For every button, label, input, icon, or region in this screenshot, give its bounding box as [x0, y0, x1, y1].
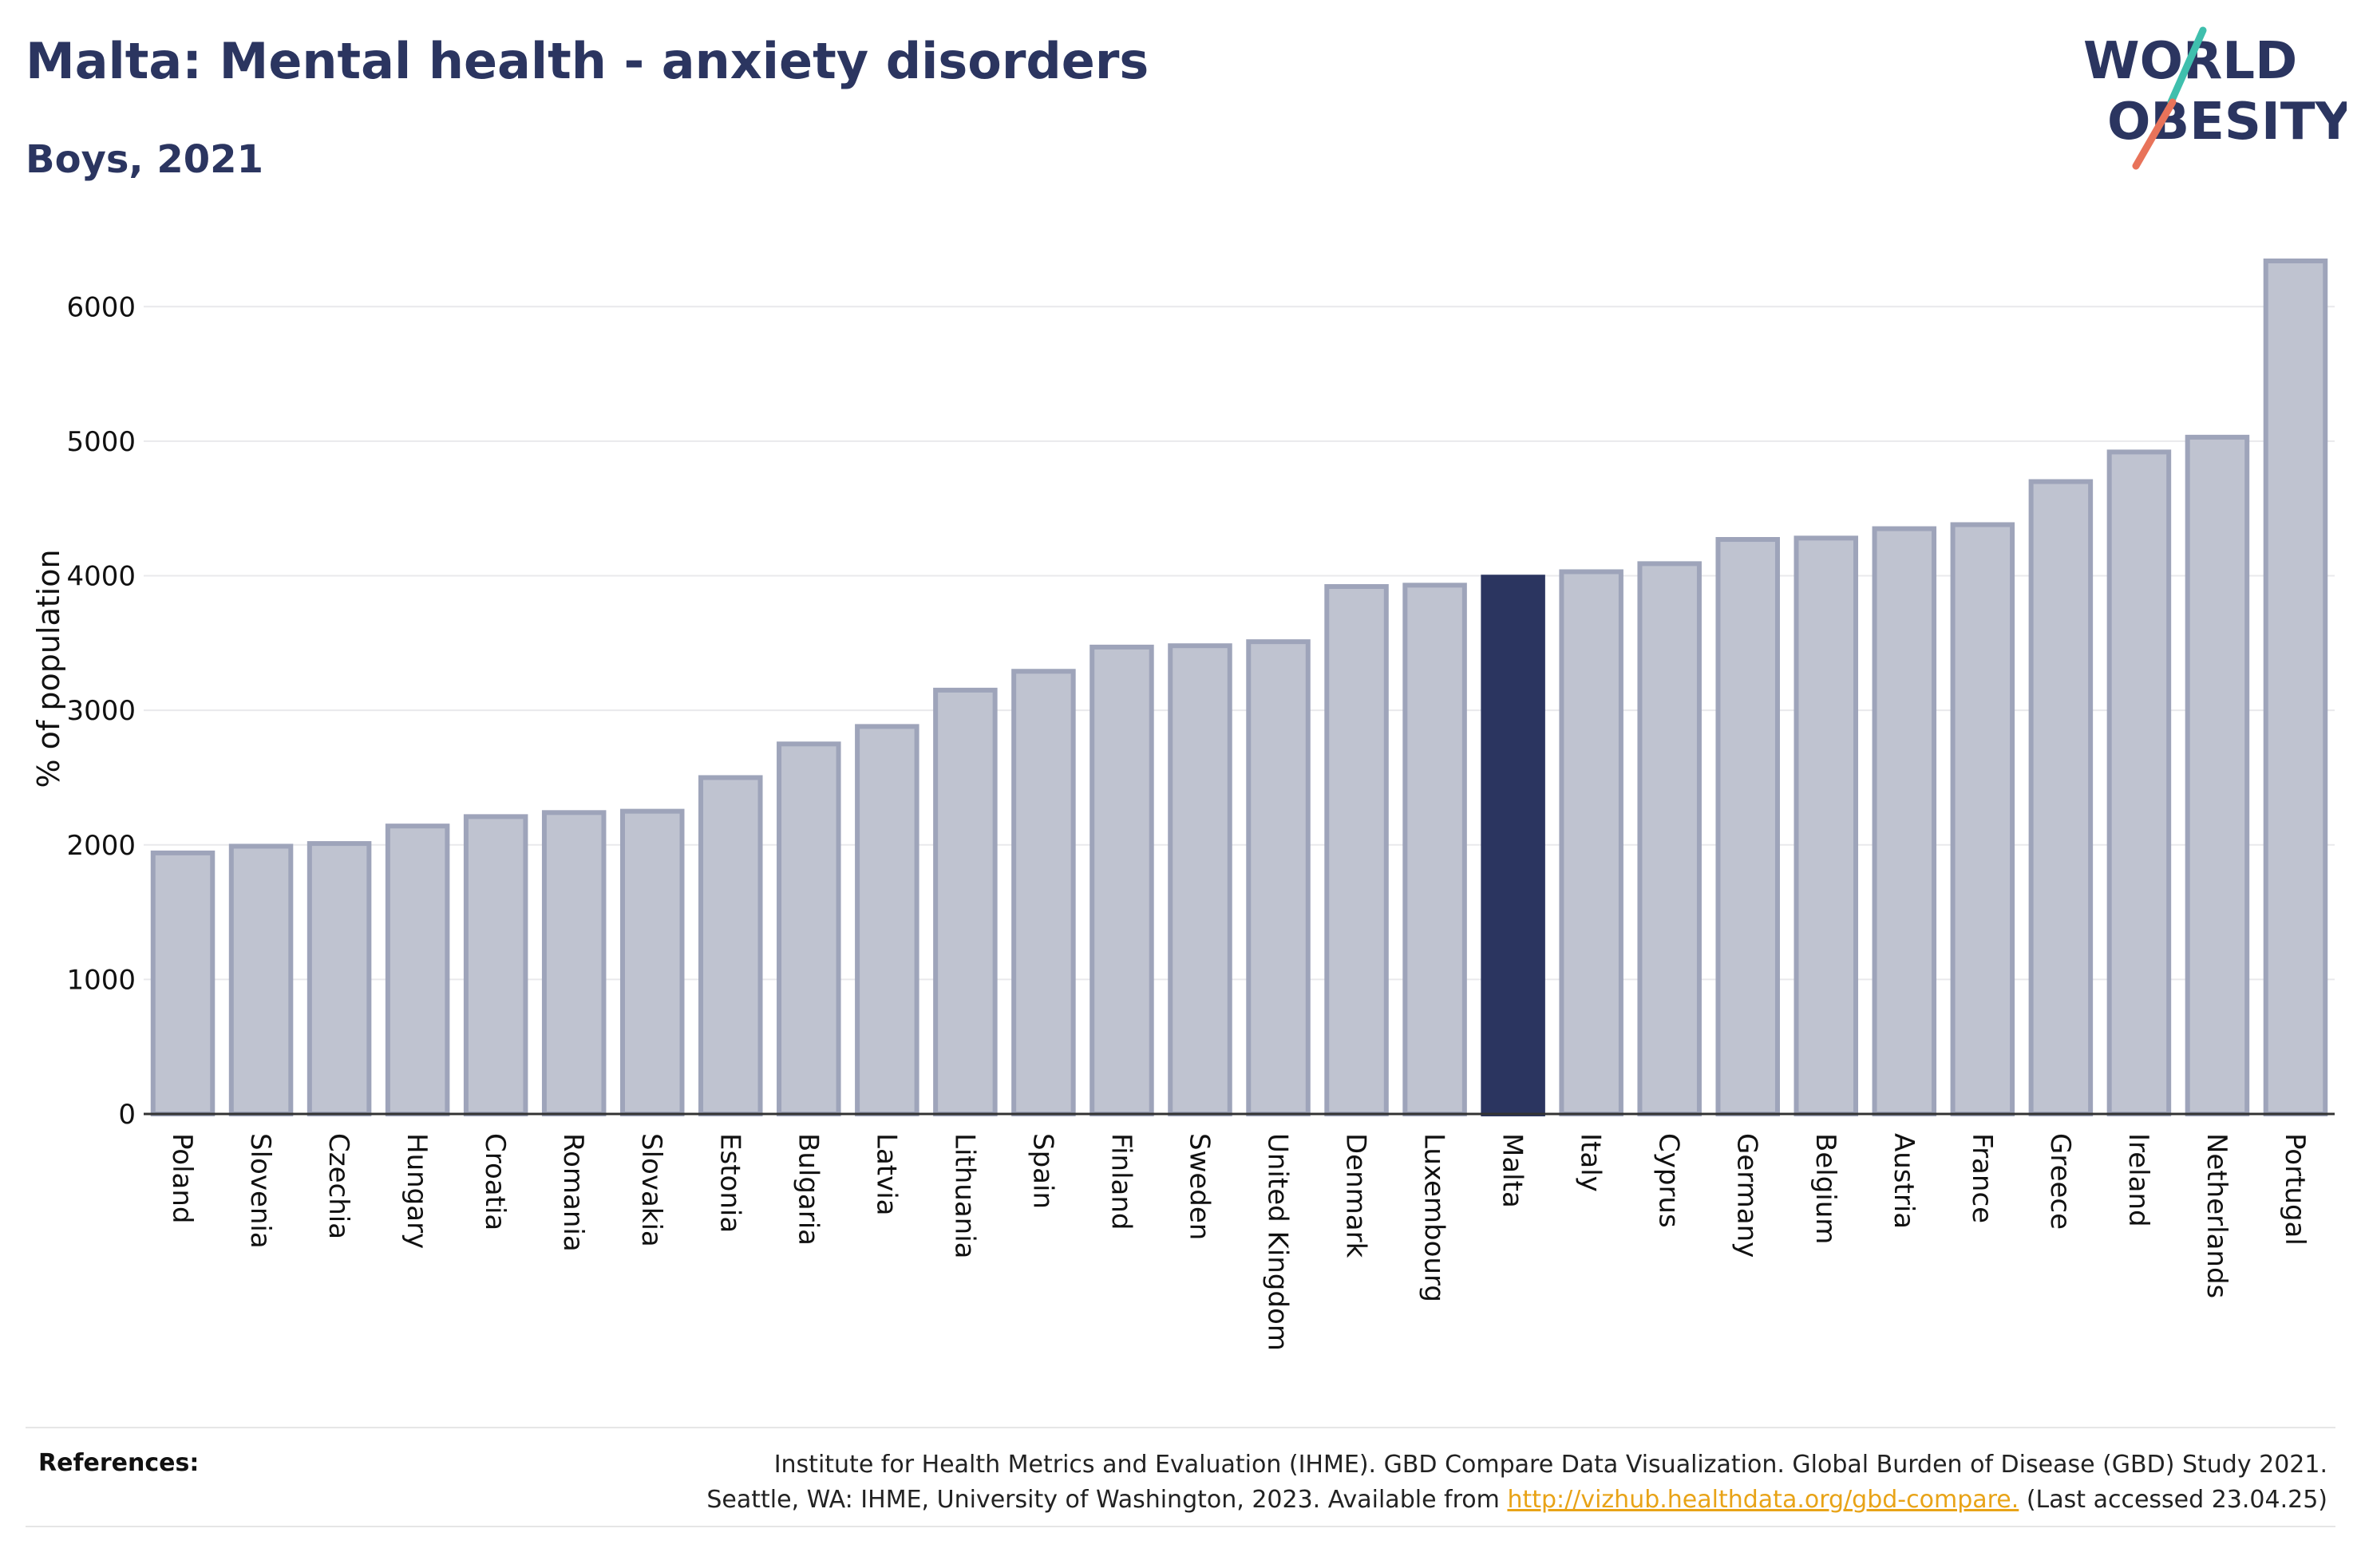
bar — [933, 687, 998, 1116]
x-tick-label: Croatia — [479, 1133, 511, 1230]
x-tick-label: Germany — [1731, 1133, 1763, 1258]
x-tick-label: Estonia — [714, 1133, 745, 1233]
bar-chart: 0 1000 2000 3000 4000 5000 6000 Poland Slovenia C… — [31, 258, 2335, 1351]
x-tick-label: Latvia — [870, 1133, 902, 1216]
bar — [1559, 569, 1623, 1116]
x-tick-label: Portugal — [2279, 1133, 2311, 1246]
bar — [619, 808, 685, 1116]
y-tick-label: 2000 — [66, 830, 136, 862]
bar — [1324, 584, 1389, 1116]
x-tick-label: Greece — [2044, 1133, 2076, 1230]
y-tick-label: 3000 — [66, 695, 136, 727]
references-label: References: — [38, 1449, 200, 1477]
bar — [1872, 526, 1937, 1116]
references-line-2: Seattle, WA: IHME, University of Washing… — [706, 1483, 2327, 1518]
x-tick-label: Poland — [166, 1133, 198, 1224]
bar — [1402, 583, 1467, 1116]
references-line-2-start: Seattle, WA: IHME, University of Washing… — [706, 1486, 1500, 1514]
bar — [1090, 644, 1154, 1116]
bars — [150, 258, 2328, 1117]
chart-subtitle: Boys, 2021 — [26, 137, 263, 182]
bar — [150, 850, 216, 1116]
bar — [385, 823, 450, 1116]
logo-slash-teal — [2167, 26, 2207, 106]
logo-slash-coral — [2132, 98, 2177, 170]
world-obesity-logo: WORLD OBESITY — [2083, 26, 2347, 170]
x-tick-label: Hungary — [401, 1133, 433, 1249]
x-tick-label: Luxembourg — [1418, 1133, 1450, 1302]
bar — [541, 810, 607, 1116]
bar — [2263, 258, 2328, 1116]
bar — [855, 724, 919, 1116]
x-tick-label: Slovakia — [635, 1133, 667, 1247]
x-tick-label: France — [1966, 1133, 1998, 1223]
x-tick-label: Slovenia — [244, 1133, 276, 1249]
y-tick-label: 1000 — [66, 964, 136, 996]
references-section: References: Institute for Health Metrics… — [26, 1427, 2335, 1527]
x-tick-label: Bulgaria — [792, 1133, 824, 1246]
x-tick-label: Malta — [1497, 1133, 1529, 1208]
bar — [1793, 535, 1859, 1116]
bar — [2106, 449, 2172, 1116]
references-text: Institute for Health Metrics and Evaluat… — [706, 1448, 2327, 1518]
references-link[interactable]: http://vizhub.healthdata.org/gbd-compare… — [1507, 1486, 2019, 1514]
bar — [1011, 669, 1076, 1116]
bar — [1715, 537, 1780, 1116]
bar-highlighted — [1481, 575, 1545, 1116]
x-tick-label: United Kingdom — [1262, 1133, 1294, 1351]
x-tick-label: Finland — [1105, 1133, 1137, 1230]
x-tick-label: Italy — [1575, 1133, 1607, 1192]
x-tick-label: Romania — [557, 1133, 589, 1252]
bar — [2028, 479, 2094, 1116]
references-line-1: Institute for Health Metrics and Evaluat… — [773, 1451, 2327, 1479]
x-tick-label: Denmark — [1340, 1133, 1372, 1258]
chart-title: Malta: Mental health - anxiety disorders — [26, 32, 1149, 90]
x-tick-label: Spain — [1026, 1133, 1058, 1209]
y-axis-title: % of population — [31, 549, 66, 788]
x-tick-label: Belgium — [1809, 1133, 1841, 1244]
bar — [698, 775, 763, 1116]
bar — [1950, 522, 2015, 1116]
axes: 0 1000 2000 3000 4000 5000 6000 Poland Slovenia C… — [66, 291, 2335, 1351]
bar — [1168, 643, 1232, 1116]
x-tick-label: Austria — [1888, 1133, 1920, 1229]
bar — [1246, 639, 1311, 1116]
x-tick-label: Sweden — [1183, 1133, 1215, 1240]
bar — [1637, 561, 1702, 1116]
x-tick-label: Netherlands — [2201, 1133, 2232, 1298]
y-tick-label: 4000 — [66, 561, 136, 593]
bar — [228, 843, 294, 1117]
references-line-2-end: (Last accessed 23.04.25) — [2026, 1486, 2327, 1514]
y-tick-label: 0 — [118, 1099, 136, 1131]
y-tick-label: 5000 — [66, 426, 136, 458]
bar — [306, 841, 372, 1117]
x-tick-label: Lithuania — [948, 1133, 980, 1258]
y-tick-label: 6000 — [66, 291, 136, 323]
x-tick-label: Cyprus — [1653, 1133, 1685, 1228]
x-tick-label: Czechia — [322, 1133, 354, 1239]
bar — [463, 814, 528, 1116]
bar — [2185, 434, 2250, 1116]
bar — [777, 741, 841, 1116]
x-tick-label: Ireland — [2122, 1133, 2154, 1227]
